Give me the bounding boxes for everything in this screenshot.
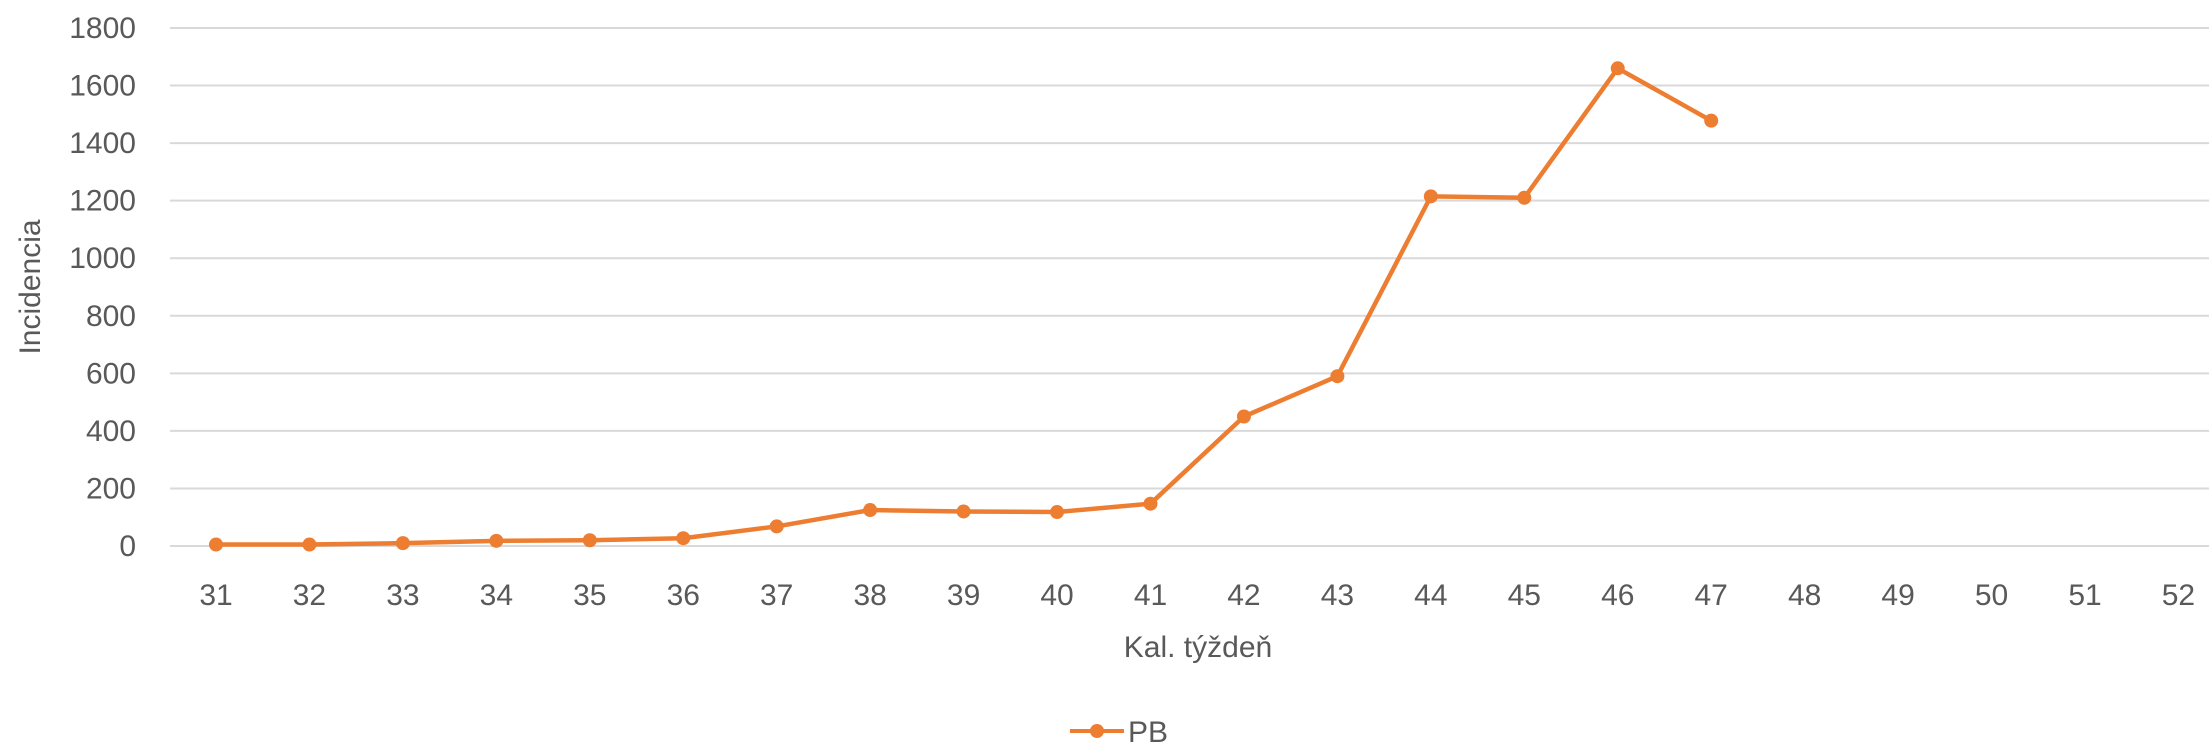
x-tick-label: 51 — [2068, 579, 2101, 612]
data-point — [1143, 496, 1158, 511]
x-tick-label: 31 — [199, 579, 232, 612]
y-axis-ticks: 0 200 400 600 800 1000 1200 1400 1600 1800 — [69, 12, 136, 563]
y-axis-title: Incidencia — [14, 219, 47, 354]
data-point — [1610, 61, 1625, 76]
y-tick-label: 0 — [119, 530, 136, 563]
data-point — [956, 504, 971, 519]
y-tick-label: 1000 — [69, 242, 136, 275]
data-point — [1704, 113, 1719, 128]
x-tick-label: 45 — [1508, 579, 1541, 612]
y-tick-label: 1800 — [69, 12, 136, 45]
x-tick-label: 39 — [947, 579, 980, 612]
series-line-pb — [213, 66, 1714, 547]
data-point — [582, 533, 597, 548]
y-tick-label: 200 — [86, 472, 136, 505]
data-point — [769, 519, 784, 534]
gridlines — [170, 27, 2209, 547]
x-tick-label: 43 — [1321, 579, 1354, 612]
y-tick-label: 800 — [86, 300, 136, 333]
x-tick-label: 37 — [760, 579, 793, 612]
data-point — [489, 533, 504, 548]
data-point — [395, 536, 410, 551]
data-point — [676, 531, 691, 546]
data-point — [863, 503, 878, 518]
x-tick-label: 47 — [1695, 579, 1728, 612]
x-tick-label: 32 — [293, 579, 326, 612]
x-tick-label: 41 — [1134, 579, 1167, 612]
x-tick-label: 34 — [480, 579, 513, 612]
x-axis-ticks: 31 32 33 34 35 36 37 38 39 40 41 42 43 44 45 46 47 48 49 50… — [199, 579, 2195, 612]
legend-marker-pb — [1090, 724, 1104, 738]
data-point — [1050, 505, 1065, 520]
data-point — [1330, 369, 1345, 384]
legend: PB — [1070, 716, 1168, 747]
x-tick-label: 50 — [1975, 579, 2008, 612]
x-tick-label: 38 — [853, 579, 886, 612]
x-tick-label: 46 — [1601, 579, 1634, 612]
data-point — [1517, 190, 1532, 205]
x-tick-label: 42 — [1227, 579, 1260, 612]
x-tick-label: 52 — [2162, 579, 2195, 612]
y-tick-label: 600 — [86, 357, 136, 390]
x-axis-title: Kal. týždeň — [1124, 631, 1272, 664]
x-tick-label: 40 — [1040, 579, 1073, 612]
y-tick-label: 1600 — [69, 70, 136, 103]
x-tick-label: 35 — [573, 579, 606, 612]
y-tick-label: 1200 — [69, 185, 136, 218]
y-tick-label: 400 — [86, 415, 136, 448]
x-tick-label: 33 — [386, 579, 419, 612]
x-tick-label: 48 — [1788, 579, 1821, 612]
series-layer — [209, 61, 1719, 552]
legend-label-pb: PB — [1128, 716, 1168, 747]
x-tick-label: 49 — [1881, 579, 1914, 612]
y-tick-label: 1400 — [69, 127, 136, 160]
x-tick-label: 44 — [1414, 579, 1447, 612]
data-point — [1423, 189, 1438, 204]
data-point — [1236, 409, 1251, 424]
data-point — [209, 537, 223, 552]
x-tick-label: 36 — [667, 579, 700, 612]
data-point — [302, 537, 317, 552]
